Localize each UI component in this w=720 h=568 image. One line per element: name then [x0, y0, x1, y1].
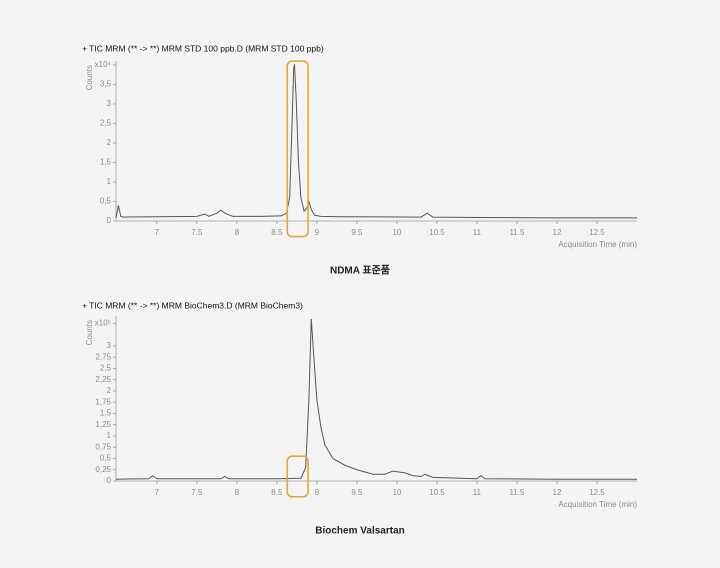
y-tick-label: 0,5 — [100, 197, 112, 206]
x-axis-label: Acquisition Time (min) — [558, 500, 637, 509]
y-tick-label: 0,25 — [95, 465, 111, 474]
x-tick-label: 11 — [473, 228, 482, 237]
x-tick-label: 10 — [392, 488, 401, 497]
y-tick-label: 2,5 — [100, 364, 112, 373]
highlight-box — [286, 60, 309, 238]
x-tick-label: 9 — [315, 488, 320, 497]
x-tick-label: 9.5 — [351, 488, 363, 497]
x-tick-label: 7 — [155, 228, 160, 237]
y-tick-label: 2,5 — [100, 119, 112, 128]
y-tick-label: 1 — [107, 431, 112, 440]
y-tick-label: 2,25 — [95, 375, 111, 384]
x-tick-label: 11 — [473, 488, 482, 497]
trace — [115, 64, 637, 219]
y-tick-label: 1,75 — [95, 397, 111, 406]
y-tick-label: x10⁵ — [95, 319, 111, 328]
x-tick-label: 12 — [553, 228, 562, 237]
y-axis-label: Counts — [85, 320, 94, 345]
y-tick-label: 1,5 — [100, 409, 112, 418]
x-tick-label: 12 — [553, 488, 562, 497]
y-tick-label: 1,25 — [95, 420, 111, 429]
trace — [115, 318, 637, 480]
x-axis-label: Acquisition Time (min) — [558, 240, 637, 249]
x-tick-label: 7.5 — [191, 488, 203, 497]
x-tick-label: 7 — [155, 488, 160, 497]
y-tick-label: 0,75 — [95, 442, 111, 451]
y-tick-label: 3 — [107, 99, 112, 108]
x-tick-label: 8 — [235, 228, 240, 237]
x-tick-label: 11.5 — [509, 228, 525, 237]
x-tick-label: 7.5 — [191, 228, 203, 237]
y-tick-label: 0 — [107, 476, 112, 485]
y-tick-label: 1 — [107, 177, 112, 186]
x-tick-label: 8.5 — [271, 488, 283, 497]
caption: Biochem Valsartan — [315, 526, 404, 537]
caption: NDMA 표준품 — [330, 265, 390, 277]
y-tick-label: 3,5 — [100, 80, 112, 89]
x-tick-label: 10.5 — [429, 488, 445, 497]
x-tick-label: 9 — [315, 228, 320, 237]
x-tick-label: 11.5 — [509, 488, 525, 497]
x-tick-label: 8.5 — [271, 228, 283, 237]
chart-title: + TIC MRM (** -> **) MRM BioChem3.D (MRM… — [82, 300, 303, 310]
y-tick-label: 1,5 — [100, 158, 112, 167]
y-tick-label: 2,75 — [95, 352, 111, 361]
y-tick-label: x10⁴ — [95, 60, 112, 69]
y-tick-label: 0,5 — [100, 454, 112, 463]
x-tick-label: 10 — [392, 228, 401, 237]
y-tick-label: 3 — [107, 341, 112, 350]
x-tick-label: 12.5 — [589, 488, 605, 497]
x-tick-label: 9.5 — [351, 228, 363, 237]
highlight-box — [286, 455, 309, 498]
x-tick-label: 8 — [235, 488, 240, 497]
x-tick-label: 10.5 — [429, 228, 445, 237]
y-tick-label: 0 — [107, 216, 112, 225]
y-tick-label: 2 — [107, 386, 112, 395]
chart-title: + TIC MRM (** -> **) MRM STD 100 ppb.D (… — [82, 43, 324, 53]
x-tick-label: 12.5 — [589, 228, 605, 237]
y-axis-label: Counts — [85, 65, 94, 90]
y-tick-label: 2 — [107, 138, 112, 147]
